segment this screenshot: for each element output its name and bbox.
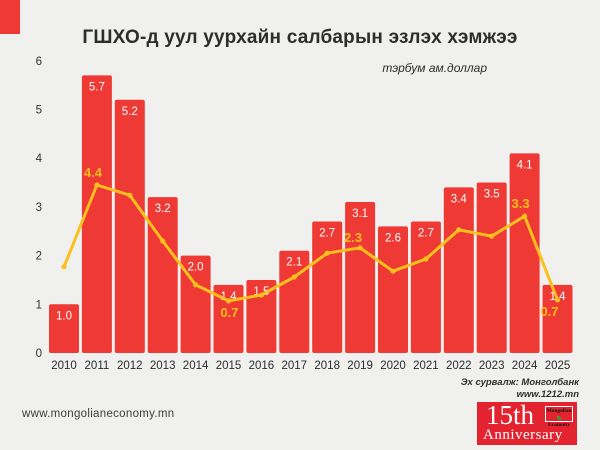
- x-axis-year-label: 2017: [282, 360, 308, 372]
- bar-value-label: 2.0: [188, 262, 204, 274]
- bar-2019: [345, 202, 376, 353]
- bar-2024: [509, 153, 540, 353]
- x-axis-year-label: 2011: [85, 360, 110, 372]
- x-axis-year-label: 2012: [117, 360, 143, 372]
- watermark-url: www.mongolianeconomy.mn: [22, 408, 175, 420]
- line-point-marker: [324, 250, 330, 256]
- line-point-marker: [61, 264, 67, 270]
- y-axis-tick-label: 6: [36, 56, 42, 68]
- line-point-marker: [193, 282, 199, 288]
- bar-2022: [443, 187, 474, 353]
- x-axis-year-label: 2019: [347, 360, 373, 372]
- source-line1: Эх сурвалж: Монголбанк: [460, 377, 579, 388]
- bar-2012: [114, 99, 145, 353]
- line-point-marker: [225, 298, 232, 304]
- bar-value-label: 2.1: [286, 257, 302, 269]
- line-value-label: 2.3: [344, 230, 362, 245]
- trend-line: [62, 183, 559, 303]
- chart-unit-label: тэрбум ам.доллар: [382, 61, 487, 75]
- x-axis-year-label: 2018: [314, 360, 340, 372]
- logo-line2: Economy: [548, 422, 570, 428]
- line-point-marker: [94, 182, 100, 188]
- chart-title: ГШХО-д уул уурхайн салбарын эзлэх хэмжээ: [82, 27, 518, 48]
- bar-2014: [180, 255, 211, 353]
- bar-2017: [279, 250, 310, 353]
- line-point-marker: [554, 297, 561, 303]
- line-value-label: 3.3: [512, 196, 530, 211]
- bar-2020: [378, 226, 408, 353]
- bar-2021: [410, 221, 441, 353]
- y-axis-tick-label: 3: [36, 202, 42, 214]
- bar-value-label: 5.7: [89, 81, 105, 93]
- leaf-icon: [556, 415, 561, 420]
- bar-value-label: 2.7: [319, 228, 335, 240]
- line-point-marker: [127, 192, 133, 198]
- bar-value-label: 3.2: [155, 203, 171, 215]
- x-axis-year-label: 2023: [479, 360, 505, 372]
- source-line2: www.1212.mn: [516, 388, 579, 400]
- bar-2013: [147, 197, 178, 353]
- x-axis-year-label: 2010: [51, 360, 77, 372]
- bar-2015: [213, 284, 244, 353]
- line-value-label: 0.7: [220, 305, 238, 320]
- bar-2016: [246, 279, 277, 353]
- line-value-label: 0.7: [540, 304, 558, 319]
- line-point-marker: [160, 238, 166, 244]
- x-axis-year-label: 2024: [512, 360, 538, 372]
- x-axis-year-label: 2021: [413, 360, 439, 372]
- x-axis-year-label: 2014: [183, 360, 209, 372]
- bar-value-label: 3.5: [484, 189, 500, 201]
- line-point-marker: [489, 233, 495, 239]
- bar-value-label: 5.2: [122, 106, 138, 118]
- bar-value-label: 2.7: [418, 228, 434, 240]
- y-axis-tick-label: 2: [36, 251, 42, 263]
- x-axis-year-label: 2016: [249, 360, 275, 372]
- logo-line1: Mongolian: [546, 408, 572, 414]
- y-axis-tick-label: 1: [36, 299, 42, 311]
- line-point-marker: [456, 227, 462, 233]
- corner-accent: [0, 0, 20, 34]
- badge-anniversary: Anniversary: [483, 427, 563, 443]
- source-note: Эх сурвалж: Монголбанк www.1212.mn: [461, 377, 579, 400]
- bar-2025: [542, 284, 573, 353]
- badge-years: 15th: [486, 400, 535, 430]
- bar-value-label: 3.4: [451, 193, 468, 205]
- line-point-marker: [522, 213, 528, 219]
- bar-value-label: 3.1: [352, 208, 368, 220]
- x-axis-year-label: 2020: [380, 360, 406, 372]
- line-point-marker: [291, 274, 297, 280]
- bar-2010: [49, 304, 79, 353]
- x-axis-year-label: 2022: [446, 360, 472, 372]
- x-axis-year-label: 2025: [545, 360, 571, 372]
- bar-value-label: 2.6: [385, 232, 401, 244]
- x-axis-year-label: 2015: [216, 360, 242, 372]
- line-point-marker: [258, 292, 264, 298]
- line-point-marker: [423, 256, 429, 262]
- line-value-label: 4.4: [84, 165, 103, 180]
- bar-value-label: 1.0: [56, 310, 72, 322]
- bar-2018: [312, 221, 343, 353]
- y-axis-tick-label: 5: [36, 105, 42, 117]
- bar-value-label: 4.1: [517, 159, 533, 171]
- bar-2023: [476, 182, 507, 353]
- bar-2011: [81, 75, 112, 353]
- mongolian-economy-logo: Mongolian Economy: [545, 406, 573, 428]
- x-axis-year-label: 2013: [150, 360, 176, 372]
- y-axis-tick-label: 4: [36, 153, 43, 165]
- anniversary-badge: 15th Anniversary Mongolian Economy: [477, 400, 577, 445]
- y-axis-tick-label: 0: [36, 348, 42, 360]
- logo-line2-wrap: Economy: [546, 415, 572, 429]
- line-point-marker: [357, 245, 363, 251]
- line-point-marker: [390, 268, 396, 274]
